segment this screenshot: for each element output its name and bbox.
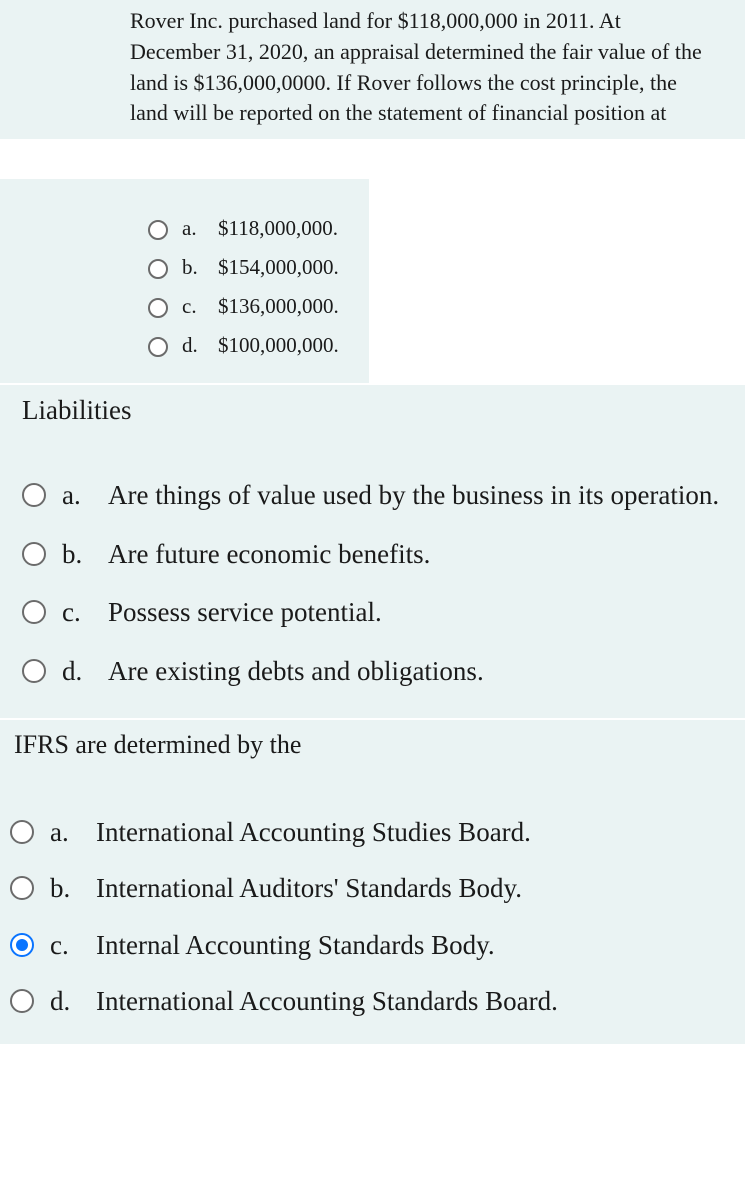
question-1: Rover Inc. purchased land for $118,000,0… [0, 0, 745, 139]
radio-icon[interactable] [22, 659, 46, 683]
option-text: $136,000,000. [218, 294, 339, 319]
option-text: Are future economic benefits. [108, 536, 725, 572]
question-2: Liabilities a. Are things of value used … [0, 385, 745, 718]
option-letter: a. [50, 814, 86, 850]
option-letter: a. [62, 477, 98, 513]
question-1-option-b[interactable]: b. $154,000,000. [148, 248, 369, 287]
question-2-options: a. Are things of value used by the busin… [22, 466, 725, 700]
option-letter: c. [182, 294, 210, 319]
question-3-option-d[interactable]: d. International Accounting Standards Bo… [10, 973, 735, 1029]
question-1-options: a. $118,000,000. b. $154,000,000. c. $13… [0, 179, 369, 383]
question-3-option-c[interactable]: c. Internal Accounting Standards Body. [10, 917, 735, 973]
option-text: International Accounting Standards Board… [96, 983, 735, 1019]
option-text: $100,000,000. [218, 333, 339, 358]
option-letter: b. [62, 536, 98, 572]
question-1-option-a[interactable]: a. $118,000,000. [148, 209, 369, 248]
question-2-option-b[interactable]: b. Are future economic benefits. [22, 525, 725, 583]
option-letter: b. [182, 255, 210, 280]
radio-icon[interactable] [10, 876, 34, 900]
radio-icon[interactable] [22, 542, 46, 566]
question-3-option-a[interactable]: a. International Accounting Studies Boar… [10, 804, 735, 860]
option-letter: c. [62, 594, 98, 630]
question-2-option-a[interactable]: a. Are things of value used by the busin… [22, 466, 725, 524]
option-text: Possess service potential. [108, 594, 725, 630]
question-1-stem: Rover Inc. purchased land for $118,000,0… [0, 0, 745, 139]
radio-icon[interactable] [10, 820, 34, 844]
question-3-stem: IFRS are determined by the [10, 730, 735, 804]
radio-icon[interactable] [10, 989, 34, 1013]
radio-icon[interactable] [22, 483, 46, 507]
question-1-option-d[interactable]: d. $100,000,000. [148, 326, 369, 365]
question-3: IFRS are determined by the a. Internatio… [0, 720, 745, 1044]
radio-icon[interactable] [10, 933, 34, 957]
option-letter: d. [50, 983, 86, 1019]
radio-icon[interactable] [22, 600, 46, 624]
question-3-option-b[interactable]: b. International Auditors' Standards Bod… [10, 860, 735, 916]
option-text: $118,000,000. [218, 216, 339, 241]
option-letter: b. [50, 870, 86, 906]
option-letter: c. [50, 927, 86, 963]
option-letter: a. [182, 216, 210, 241]
radio-icon[interactable] [148, 298, 168, 318]
question-2-option-c[interactable]: c. Possess service potential. [22, 583, 725, 641]
option-letter: d. [62, 653, 98, 689]
option-text: Are existing debts and obligations. [108, 653, 725, 689]
radio-icon[interactable] [148, 337, 168, 357]
option-text: International Accounting Studies Board. [96, 814, 735, 850]
question-2-option-d[interactable]: d. Are existing debts and obligations. [22, 642, 725, 700]
question-1-option-c[interactable]: c. $136,000,000. [148, 287, 369, 326]
option-text: Are things of value used by the business… [108, 477, 725, 513]
option-letter: d. [182, 333, 210, 358]
question-3-options: a. International Accounting Studies Boar… [10, 804, 735, 1030]
radio-icon[interactable] [148, 259, 168, 279]
option-text: $154,000,000. [218, 255, 339, 280]
radio-icon[interactable] [148, 220, 168, 240]
question-2-stem: Liabilities [22, 395, 725, 466]
option-text: International Auditors' Standards Body. [96, 870, 735, 906]
option-text: Internal Accounting Standards Body. [96, 927, 735, 963]
